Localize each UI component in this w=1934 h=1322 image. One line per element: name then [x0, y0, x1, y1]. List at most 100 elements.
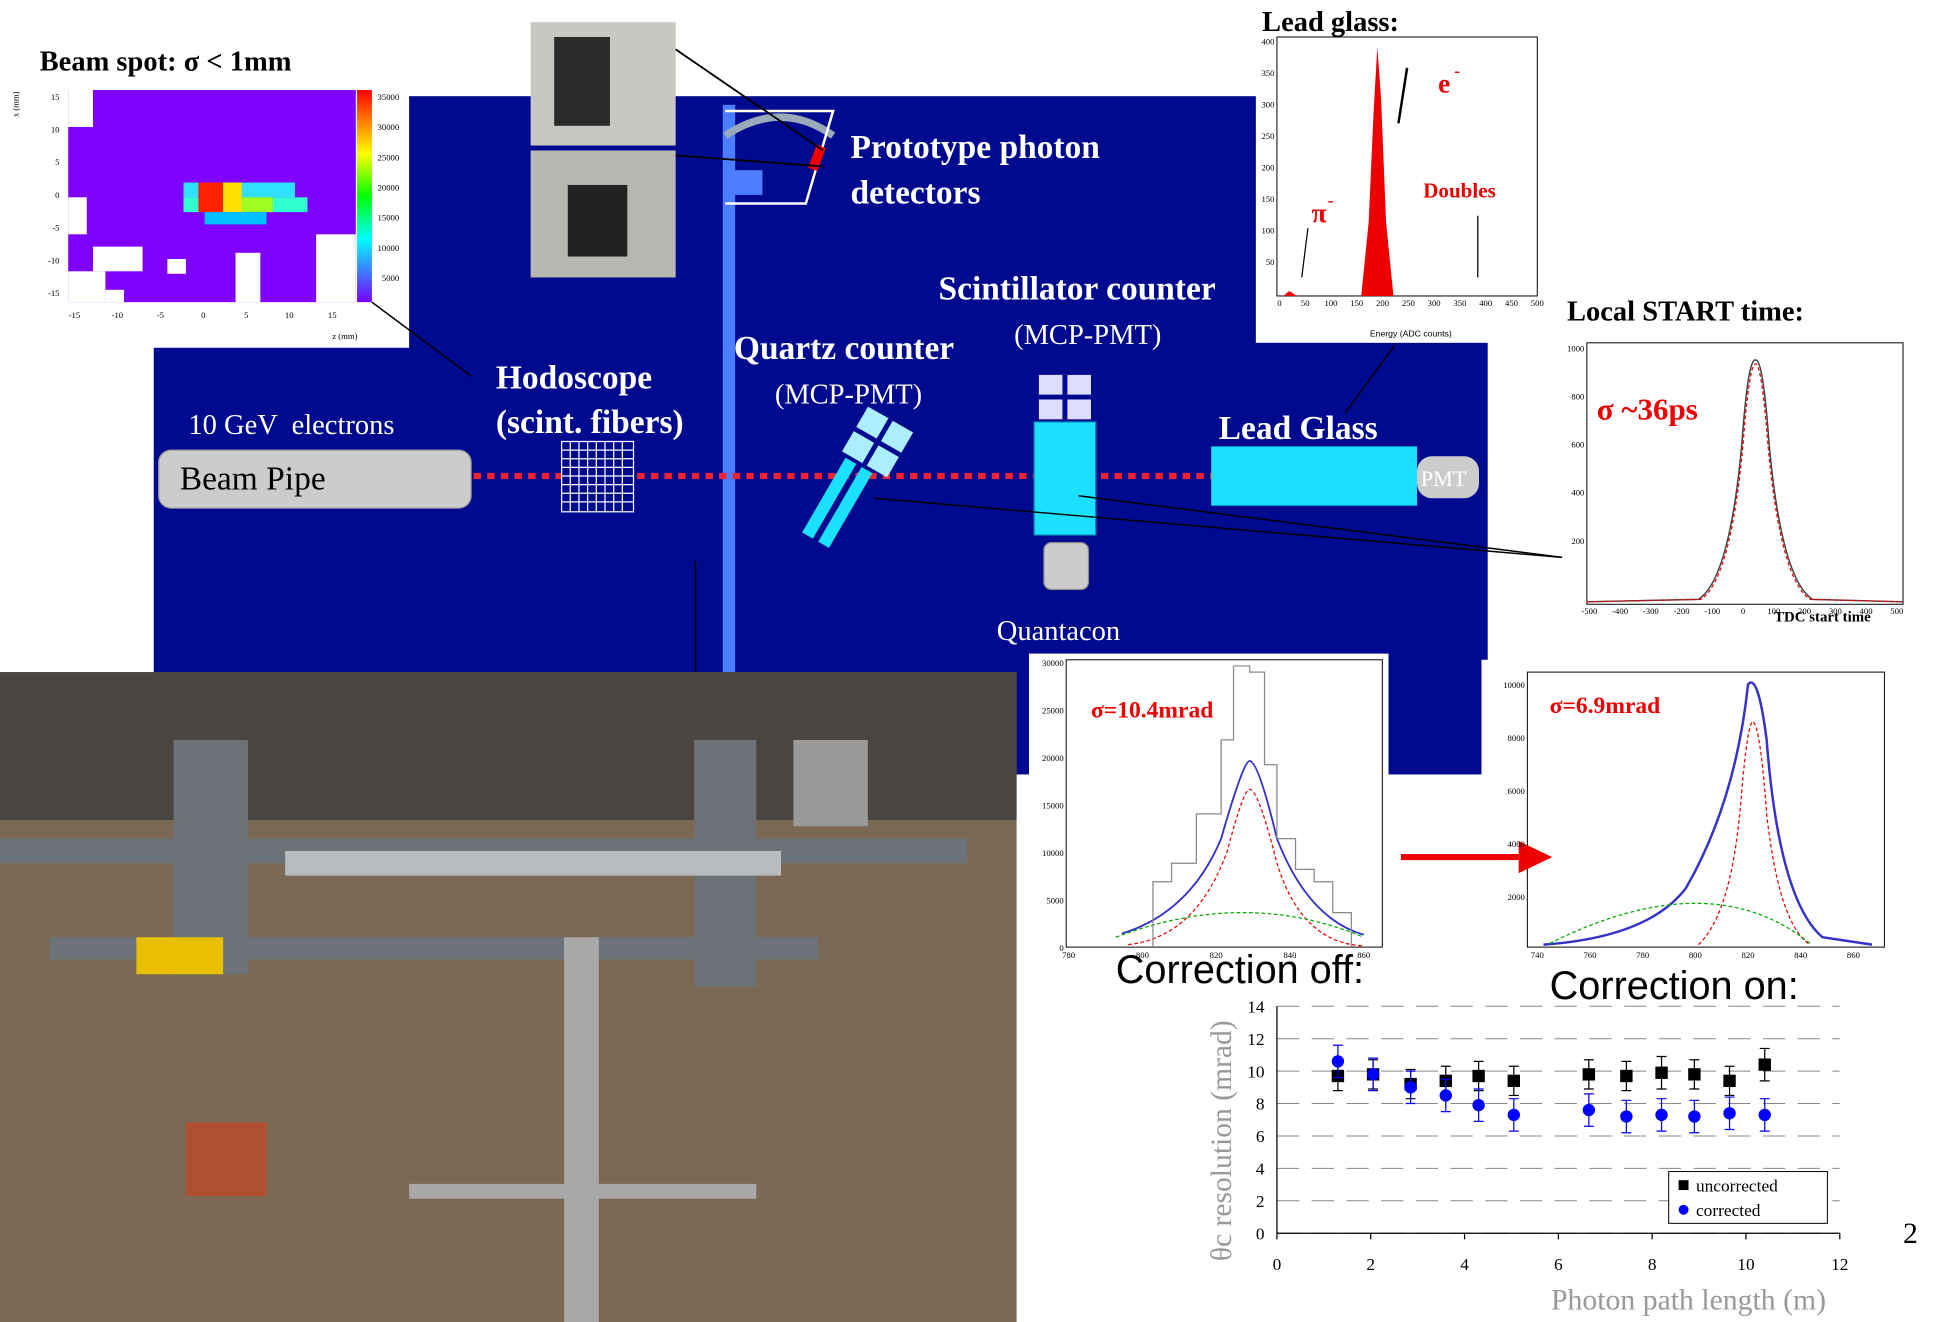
tick-label: 10	[285, 310, 294, 320]
tick-label: 0	[1059, 943, 1063, 953]
diagram-label: Hodoscope	[496, 360, 652, 397]
diagram-label: Quantacon	[997, 616, 1120, 647]
tick-label: 15	[328, 310, 337, 320]
y-axis-label: θc resolution (mrad)	[1206, 1020, 1238, 1261]
tick-label: 10000	[1042, 848, 1064, 858]
diagram-label: Scintillator counter	[938, 271, 1215, 308]
y-tick-label: 2	[1256, 1192, 1265, 1211]
tick-label: 0	[55, 190, 59, 200]
tick-label: 50	[1266, 257, 1275, 267]
point	[1688, 1110, 1700, 1122]
tick-label: -5	[157, 310, 164, 320]
caption: Correction off:	[1116, 948, 1364, 992]
tick-label: 400	[1860, 606, 1873, 616]
tick-label: 4000	[1508, 839, 1525, 849]
x-tick-label: 12	[1831, 1255, 1848, 1274]
tick-label: 500	[1531, 298, 1544, 308]
point	[1472, 1070, 1484, 1082]
tick-label: 35000	[378, 92, 400, 102]
diagram-label: 10 GeV electrons	[188, 410, 394, 441]
tick-label: 2000	[1508, 892, 1525, 902]
tick-label: 15000	[1042, 800, 1064, 810]
y-tick-label: 6	[1256, 1127, 1265, 1146]
tick-label: 50	[1301, 298, 1310, 308]
axis-label: TDC start time	[1774, 610, 1871, 626]
axis-label: z (mm)	[332, 331, 357, 341]
tick-label: 600	[1571, 440, 1584, 450]
tick-label: 250	[1402, 298, 1415, 308]
tick-label: 840	[1283, 950, 1296, 960]
tick-label: 350	[1261, 68, 1274, 78]
tick-label: 450	[1505, 298, 1518, 308]
tick-label: 0	[1277, 298, 1281, 308]
tick-label: -200	[1674, 606, 1690, 616]
setup-photo	[0, 672, 1017, 1322]
legend-marker	[1679, 1180, 1689, 1190]
point	[1332, 1055, 1344, 1067]
point	[1508, 1109, 1520, 1121]
point	[1472, 1099, 1484, 1111]
page-number: 2	[1903, 1218, 1918, 1250]
tick-label: 250	[1261, 131, 1274, 141]
diagram-label: (scint. fibers)	[496, 404, 684, 441]
tick-label: 350	[1453, 298, 1466, 308]
point	[1759, 1109, 1771, 1121]
tick-label: 200	[1376, 298, 1389, 308]
annotation: -	[1328, 191, 1334, 210]
tick-label: 400	[1479, 298, 1492, 308]
annotation: σ=10.4mrad	[1091, 698, 1213, 724]
point	[1688, 1068, 1700, 1080]
tick-label: 10	[51, 125, 60, 135]
tick-label: 200	[1261, 163, 1274, 173]
point	[1583, 1068, 1595, 1080]
tick-label: 800	[1136, 950, 1149, 960]
x-tick-label: 2	[1366, 1255, 1375, 1274]
tick-label: -10	[48, 255, 60, 265]
point	[1759, 1058, 1771, 1070]
tick-label: 840	[1794, 950, 1807, 960]
panel-title: Beam spot: σ < 1mm	[40, 46, 292, 77]
tick-label: 820	[1742, 950, 1755, 960]
tick-label: 300	[1829, 606, 1842, 616]
tick-label: 10000	[1503, 680, 1525, 690]
tick-label: 300	[1261, 99, 1274, 109]
tick-label: 150	[1350, 298, 1363, 308]
point	[1583, 1104, 1595, 1116]
tick-label: 860	[1357, 950, 1370, 960]
legend-marker	[1679, 1205, 1689, 1215]
diagram-label: Beam Pipe	[180, 461, 326, 498]
y-tick-label: 4	[1256, 1160, 1265, 1179]
tick-label: 200	[1798, 606, 1811, 616]
point	[1620, 1110, 1632, 1122]
tick-label: 30000	[1042, 658, 1064, 668]
tick-label: 5000	[1046, 895, 1063, 905]
tick-label: 25000	[378, 152, 400, 162]
tick-label: 780	[1062, 950, 1075, 960]
x-tick-label: 0	[1273, 1255, 1282, 1274]
tick-label: 25000	[1042, 705, 1064, 715]
tick-label: 15	[51, 92, 60, 102]
tick-label: 100	[1261, 226, 1274, 236]
tick-label: 30000	[378, 122, 400, 132]
panel-background	[1481, 660, 1890, 962]
y-tick-label: 10	[1247, 1062, 1264, 1081]
tick-label: 740	[1531, 950, 1544, 960]
tick-label: -400	[1612, 606, 1628, 616]
point	[1620, 1070, 1632, 1082]
tick-label: 300	[1428, 298, 1441, 308]
point	[1723, 1075, 1735, 1087]
x-axis-label: Photon path length (m)	[1551, 1285, 1826, 1317]
tick-label: 800	[1571, 392, 1584, 402]
point	[1440, 1089, 1452, 1101]
tick-label: -100	[1704, 606, 1720, 616]
diagram-label: PMT	[1421, 466, 1467, 491]
diagram-label: detectors	[850, 175, 980, 212]
tick-label: -5	[52, 223, 59, 233]
panel-title: Local START time:	[1567, 297, 1804, 328]
tick-label: 400	[1261, 36, 1274, 46]
annotation: e	[1438, 69, 1450, 99]
point	[1723, 1107, 1735, 1119]
tick-label: 100	[1767, 606, 1780, 616]
caption: Correction on:	[1550, 964, 1799, 1008]
